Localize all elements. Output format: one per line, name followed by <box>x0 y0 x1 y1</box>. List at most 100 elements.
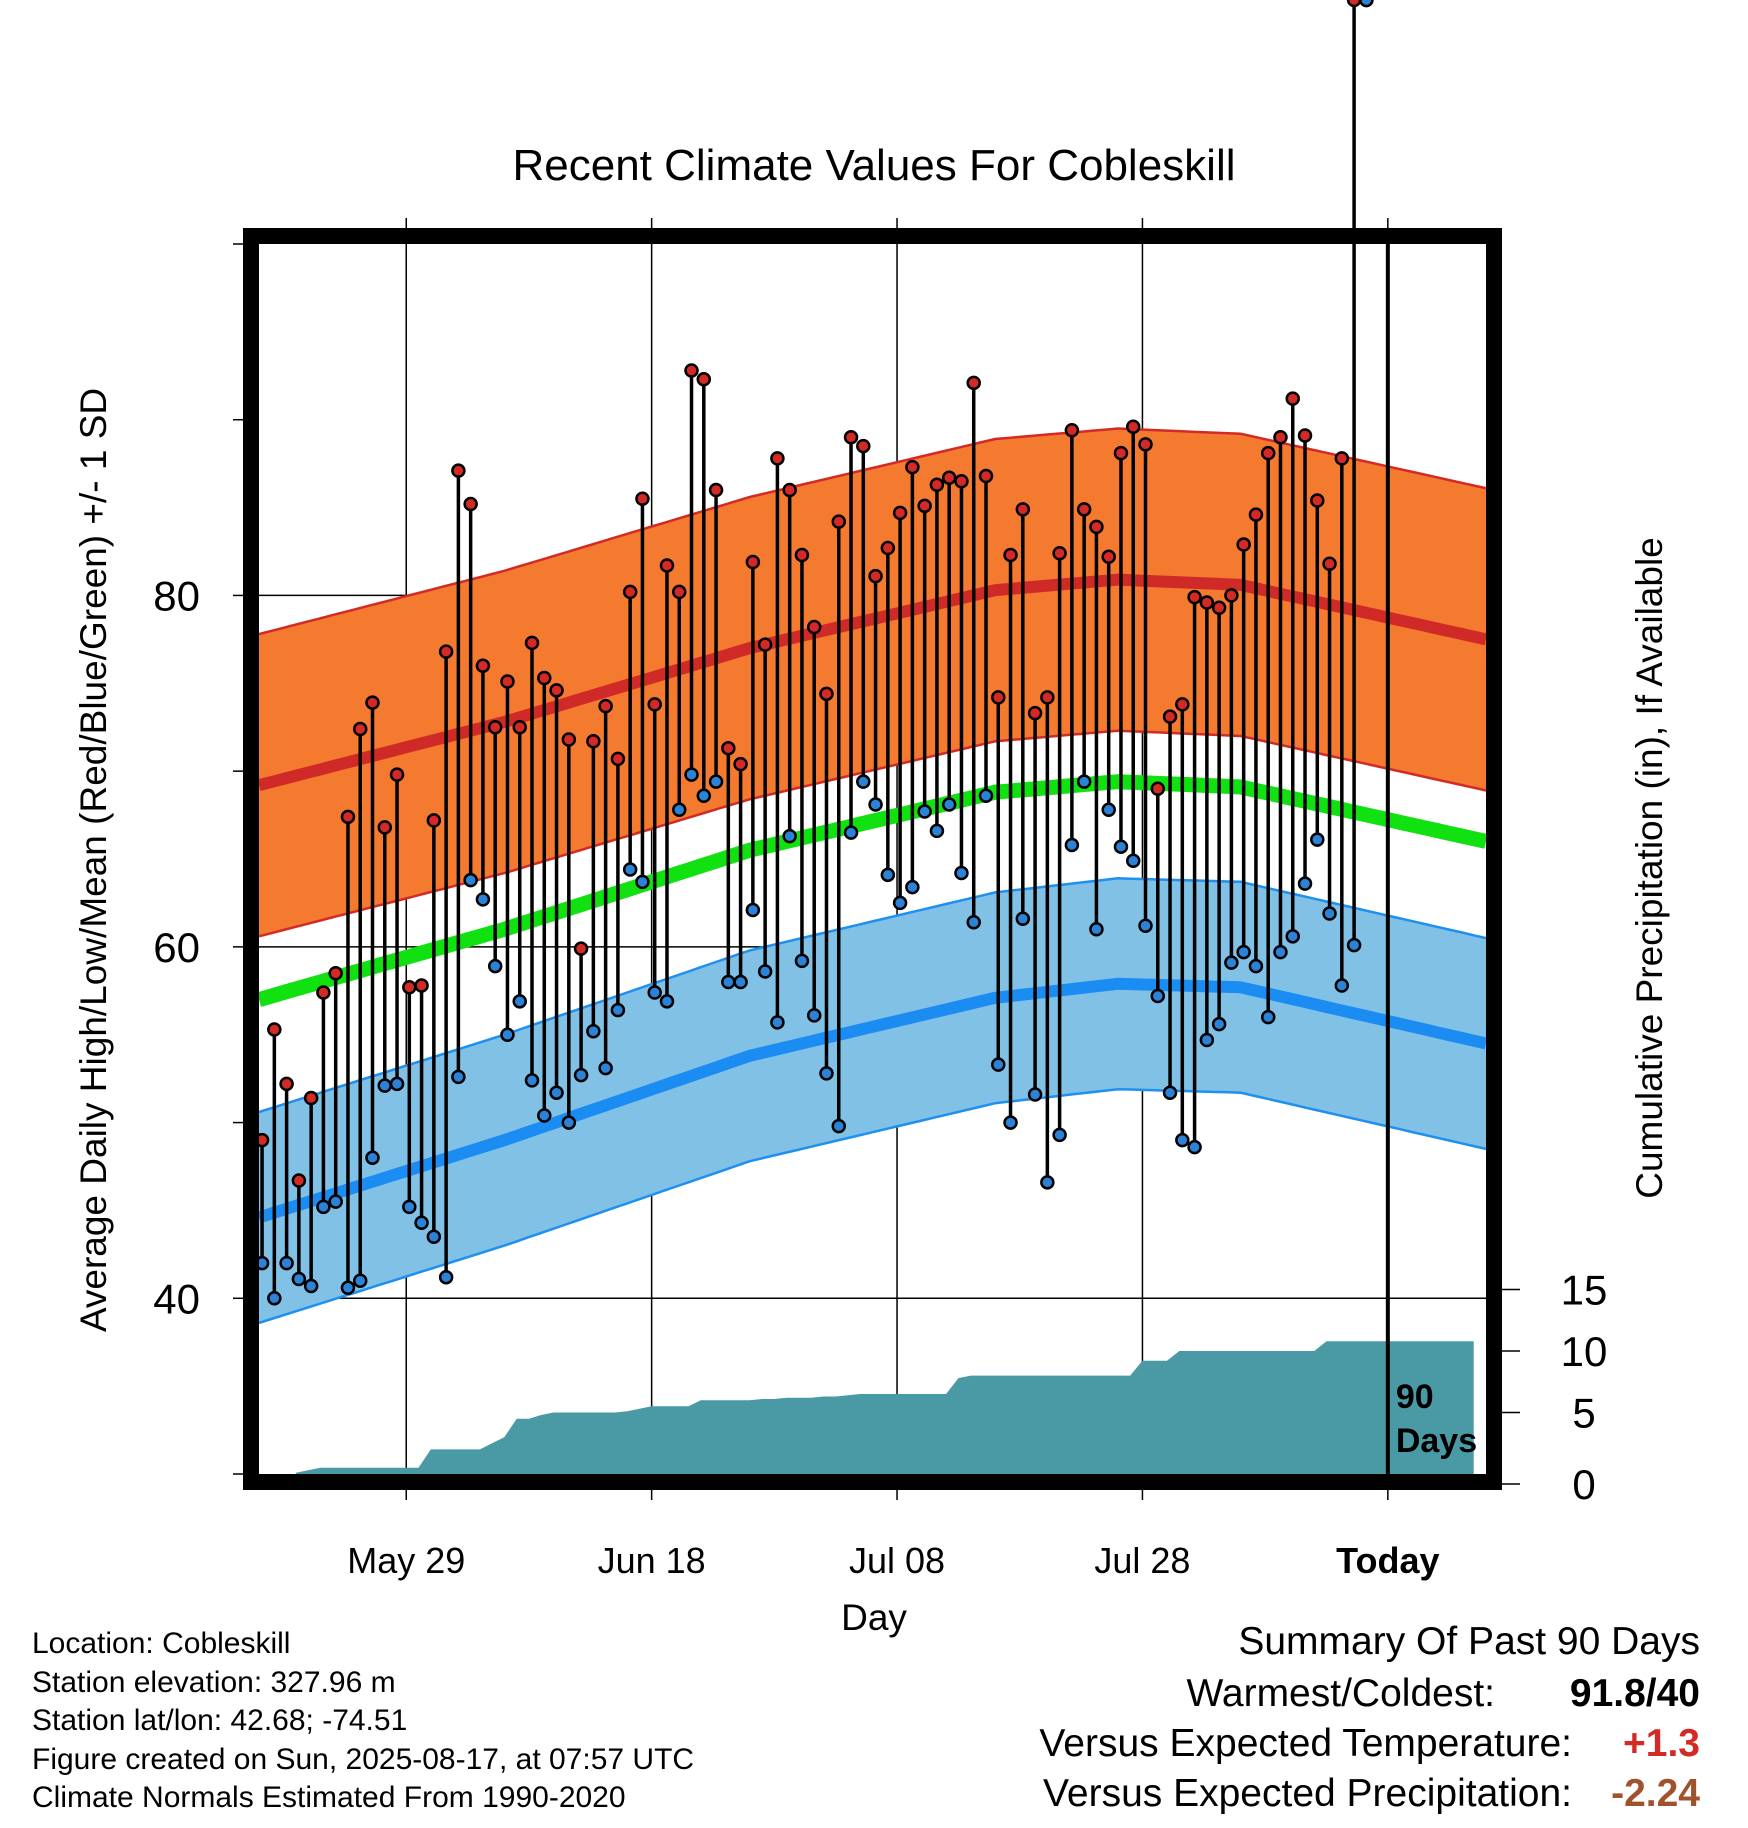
daily-high-point <box>451 463 466 478</box>
daily-high-point <box>1260 445 1276 461</box>
daily-low-point <box>794 953 810 969</box>
daily-low-point <box>267 1291 282 1306</box>
daily-high-point <box>1224 588 1239 603</box>
daily-low-point <box>905 879 920 895</box>
plot-frame <box>243 228 1502 1490</box>
daily-high-point <box>1273 430 1288 445</box>
daily-low-point <box>1101 802 1116 818</box>
daily-low-point <box>1236 944 1251 960</box>
y2-axis-label: Cumulative Precipitation (in), If Availa… <box>1629 537 1670 1199</box>
daily-low-point <box>352 1273 368 1288</box>
daily-high-point <box>966 375 981 391</box>
y-tick-label: 60 <box>153 924 200 971</box>
daily-low-point <box>1346 937 1362 953</box>
daily-high-point <box>647 697 662 712</box>
daily-low-point <box>978 788 994 803</box>
daily-low-point <box>1040 1175 1055 1190</box>
days-marker-label: 90 <box>1396 1378 1434 1416</box>
daily-high-point <box>1113 445 1129 461</box>
chart-title: Recent Climate Values For Cobleskill <box>512 141 1235 190</box>
daily-high-point <box>684 363 699 378</box>
daily-low-point <box>856 774 871 789</box>
daily-high-point <box>402 980 417 995</box>
days-marker-label: Days <box>1396 1422 1477 1460</box>
daily-high-point <box>500 674 515 689</box>
daily-low-point <box>991 1057 1006 1072</box>
daily-low-point <box>303 1278 319 1294</box>
daily-low-point <box>1015 911 1031 926</box>
x-tick-label: Jul 28 <box>1094 1540 1190 1581</box>
daily-low-point <box>1334 978 1350 993</box>
daily-high-point <box>291 1173 307 1188</box>
daily-high-point <box>978 468 994 484</box>
daily-high-point <box>1175 697 1190 712</box>
daily-high-point <box>365 695 380 710</box>
daily-low-point <box>537 1108 552 1123</box>
daily-high-point <box>1015 502 1031 517</box>
daily-low-point <box>941 797 957 812</box>
daily-high-point <box>475 658 491 673</box>
daily-high-point <box>1334 451 1350 466</box>
daily-high-point <box>414 978 429 993</box>
daily-low-point <box>806 1008 822 1023</box>
daily-low-point <box>733 974 748 990</box>
daily-high-point <box>1248 507 1264 522</box>
daily-high-point <box>1027 705 1043 721</box>
y-tick-label: 80 <box>153 572 200 619</box>
daily-high-point <box>377 820 393 835</box>
daily-low-point <box>463 872 478 888</box>
daily-high-point <box>1052 546 1067 561</box>
daily-low-point <box>1224 955 1239 970</box>
summary-temp-label: Versus Expected Temperature: <box>1039 1722 1572 1765</box>
daily-high-point <box>757 637 773 652</box>
high-sd-band <box>259 428 1486 937</box>
daily-high-point <box>831 514 847 529</box>
daily-high-point <box>941 470 957 485</box>
daily-low-point <box>1125 853 1141 869</box>
daily-low-point <box>1027 1087 1043 1102</box>
daily-high-point <box>1297 428 1313 443</box>
low-lower-edge <box>258 1087 1487 1325</box>
daily-low-point <box>561 1115 577 1130</box>
daily-low-point <box>1162 1085 1178 1100</box>
daily-low-point <box>402 1199 417 1215</box>
daily-high-point <box>512 719 527 735</box>
daily-high-point <box>708 482 724 498</box>
daily-low-point <box>586 1023 601 1039</box>
daily-high-point <box>1064 423 1080 438</box>
daily-low-point <box>684 767 699 782</box>
daily-high-point <box>1285 391 1300 406</box>
daily-low-point <box>487 958 503 974</box>
daily-high-point <box>917 498 932 514</box>
daily-low-point <box>1089 922 1104 937</box>
daily-low-point <box>966 915 981 930</box>
daily-high-point <box>843 430 859 445</box>
daily-high-point <box>880 540 896 556</box>
daily-low-point <box>377 1078 393 1093</box>
daily-low-point <box>1199 1032 1215 1048</box>
daily-low-point <box>426 1229 442 1245</box>
daily-high-point <box>721 741 736 756</box>
info-elevation: Station elevation: 327.96 m <box>32 1665 396 1699</box>
daily-high-point <box>806 619 822 635</box>
daily-high-point <box>868 568 883 584</box>
daily-high-point <box>1125 419 1141 434</box>
daily-high-point <box>463 496 478 512</box>
daily-high-point <box>782 482 797 498</box>
daily-low-point <box>1175 1132 1190 1148</box>
x-tick-label: May 29 <box>347 1540 465 1581</box>
daily-low-point <box>868 797 883 812</box>
daily-high-point <box>340 809 356 825</box>
daily-low-point <box>757 964 773 979</box>
daily-high-point <box>1101 549 1116 565</box>
summary-title: Summary Of Past 90 Days <box>1238 1620 1700 1663</box>
daily-high-point <box>856 438 871 454</box>
station-info: Location: Cobleskill Station elevation: … <box>32 1625 694 1818</box>
daily-high-point <box>1089 519 1104 535</box>
daily-low-point <box>328 1194 343 1209</box>
daily-low-point <box>316 1199 331 1215</box>
daily-low-point <box>647 985 662 1000</box>
x-axis-label: Day <box>841 1597 907 1638</box>
daily-low-point <box>745 902 761 918</box>
